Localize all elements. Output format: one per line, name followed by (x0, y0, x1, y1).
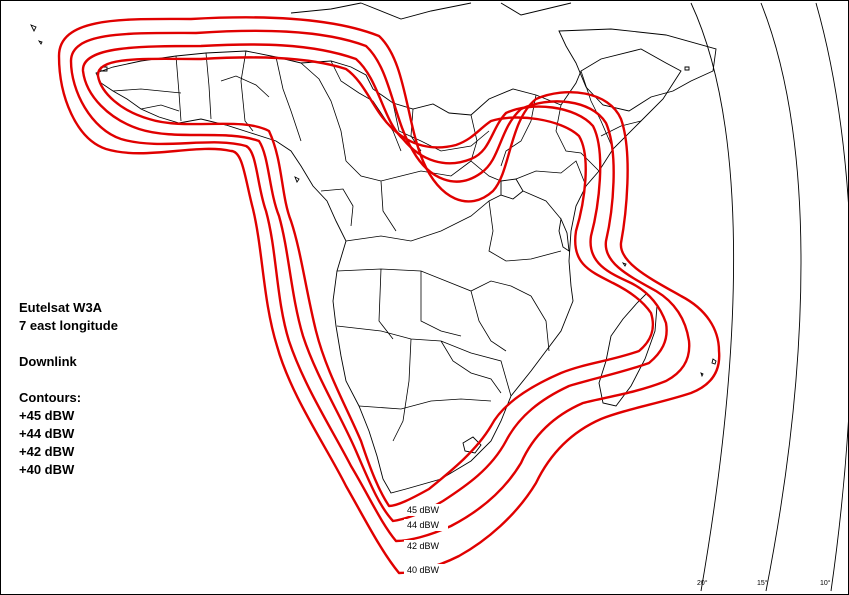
contour-level-42: +42 dBW (19, 444, 75, 459)
contours-title: Contours: (19, 390, 82, 405)
label-bg-42 (404, 540, 448, 552)
island-seychelles (684, 66, 690, 71)
border-lines-east (500, 70, 642, 172)
satellite-name: Eutelsat W3A (19, 300, 103, 315)
contour-44-dbw (81, 43, 668, 523)
lake-victoria (500, 178, 524, 200)
border-lines-central (320, 160, 587, 262)
europe-fragment (290, 2, 572, 20)
lake-tanganyika (558, 217, 570, 252)
border-lines-west (112, 50, 347, 162)
lesotho-outline (462, 436, 482, 454)
legend-spacer (19, 371, 118, 389)
contour-level-45: +45 dBW (19, 408, 75, 423)
africa-outline (30, 2, 717, 494)
link-type: Downlink (19, 354, 77, 369)
label-bg-45 (404, 504, 448, 516)
elevation-arc-15 (760, 2, 802, 592)
country-borders (112, 50, 642, 442)
eirp-contours (57, 16, 721, 575)
arc-label-15: 15° (757, 579, 768, 587)
border-lines-north (330, 60, 502, 182)
orbital-position: 7 east longitude (19, 318, 118, 333)
island-mauritius (700, 358, 717, 378)
contour-label-45: 45 dBW (407, 505, 440, 515)
label-bg-44 (404, 519, 448, 531)
contour-level-44: +44 dBW (19, 426, 75, 441)
arc-label-20: 20° (697, 579, 708, 587)
contour-40-dbw (57, 16, 721, 575)
contour-label-40: 40 dBW (407, 565, 440, 575)
island-bioko (294, 176, 300, 183)
elevation-arc-10 (815, 2, 848, 592)
island-canary (30, 24, 43, 45)
map-legend: Eutelsat W3A 7 east longitude Downlink C… (19, 299, 118, 479)
contour-label-42: 42 dBW (407, 541, 440, 551)
arabia-outline (558, 28, 717, 112)
legend-spacer (19, 335, 118, 353)
contour-45-dbw (96, 56, 655, 508)
contour-label-44: 44 dBW (407, 520, 440, 530)
island-comoros (621, 262, 627, 267)
elevation-arc-20 (690, 2, 735, 592)
contour-level-40: +40 dBW (19, 462, 75, 477)
arc-label-10: 10° (820, 579, 831, 587)
contour-labels: 45 dBW 44 dBW 42 dBW 40 dBW (404, 504, 448, 576)
contour-42-dbw (69, 29, 691, 543)
label-bg-40 (404, 564, 448, 576)
elevation-arcs: 20° 15° 10° (690, 2, 848, 592)
madagascar-outline (598, 292, 658, 407)
border-lines-south (336, 268, 550, 442)
